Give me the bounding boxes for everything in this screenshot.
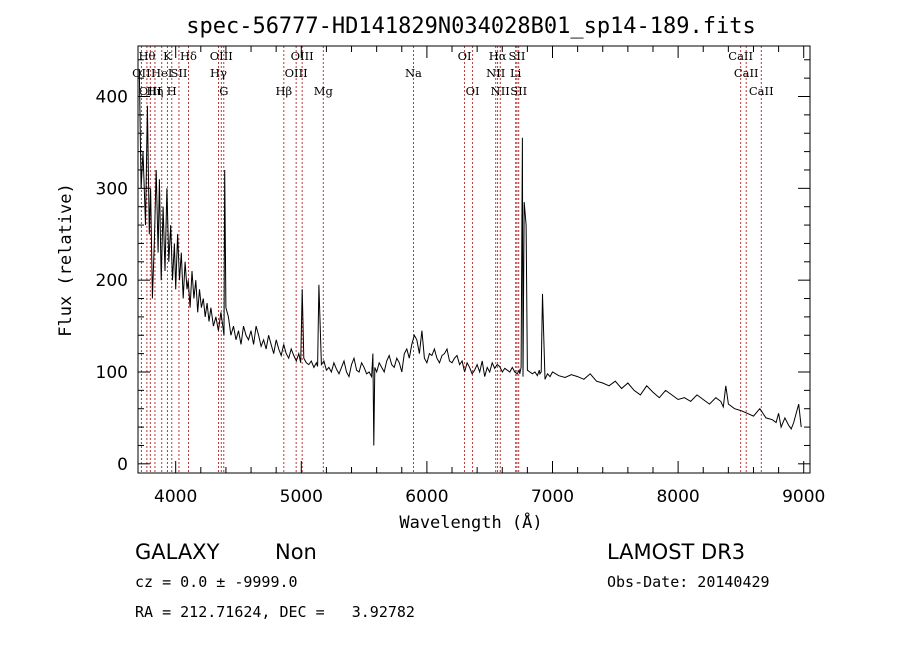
emission-line-label: CaII xyxy=(734,66,759,80)
plot-frame xyxy=(137,45,811,474)
emission-line-label: Hη xyxy=(146,84,163,98)
observation-date: Obs-Date: 20140429 xyxy=(607,573,770,591)
emission-line-label: NII xyxy=(491,84,510,98)
object-class: GALAXY xyxy=(135,540,220,564)
spectrum-chart: spec-56777-HD141829N034028B01_sp14-189.f… xyxy=(56,14,825,533)
emission-line-label: Hα xyxy=(489,49,507,63)
y-tick-label: 200 xyxy=(96,271,128,291)
y-axis-ticks: 0 100 200 300 400 xyxy=(96,59,810,475)
x-axis-label: Wavelength (Å) xyxy=(399,511,542,533)
x-tick-label: 7000 xyxy=(531,487,574,507)
emission-line-label: Li xyxy=(510,66,522,80)
emission-line-label: OI xyxy=(458,49,472,63)
emission-line-label: OIII xyxy=(285,66,308,80)
emission-line-label: OII xyxy=(132,66,151,80)
emission-line-label: Hγ xyxy=(210,66,227,80)
emission-line-label: HeI xyxy=(151,66,172,80)
y-tick-label: 0 xyxy=(117,455,128,475)
emission-line-label: Hβ xyxy=(275,84,292,98)
emission-line-label: SII xyxy=(170,66,187,80)
x-tick-label: 9000 xyxy=(782,487,825,507)
y-tick-label: 100 xyxy=(96,363,128,383)
x-tick-label: 8000 xyxy=(656,487,699,507)
emission-line-label: Mg xyxy=(314,84,334,98)
redshift-readout: cz = 0.0 ± -9999.0 xyxy=(135,573,298,591)
emission-line-label: Hθ xyxy=(138,49,155,63)
y-tick-label: 300 xyxy=(96,179,128,199)
emission-line-label: SII xyxy=(508,49,525,63)
emission-line-label: K xyxy=(163,49,172,63)
y-axis-label: Flux (relative) xyxy=(56,183,76,337)
emission-line-label: CaII xyxy=(749,84,774,98)
emission-line-label: CaII xyxy=(728,49,753,63)
emission-line-label: Hδ xyxy=(180,49,197,63)
emission-line-label: OIII xyxy=(139,84,162,98)
emission-line-markers xyxy=(140,46,762,473)
survey-name: LAMOST DR3 xyxy=(607,540,746,564)
emission-line-label: H xyxy=(167,84,177,98)
emission-line-label: NII xyxy=(486,66,505,80)
object-subclass: Non xyxy=(275,540,317,564)
emission-line-label: OIII xyxy=(291,49,314,63)
x-axis-ticks: 4000 5000 6000 7000 8000 9000 xyxy=(154,46,825,507)
emission-line-label: OIII xyxy=(210,49,233,63)
x-tick-label: 4000 xyxy=(154,487,197,507)
emission-line-label: Na xyxy=(405,66,422,80)
emission-line-label: OI xyxy=(466,84,480,98)
chart-title: spec-56777-HD141829N034028B01_sp14-189.f… xyxy=(186,14,756,39)
emission-line-label: SII xyxy=(510,84,527,98)
spectrum-line xyxy=(138,68,802,446)
x-tick-label: 5000 xyxy=(280,487,323,507)
y-tick-label: 400 xyxy=(96,88,128,108)
x-tick-label: 6000 xyxy=(405,487,448,507)
coordinates-readout: RA = 212.71624, DEC = 3.92782 xyxy=(135,603,415,621)
emission-line-label: G xyxy=(219,84,228,98)
